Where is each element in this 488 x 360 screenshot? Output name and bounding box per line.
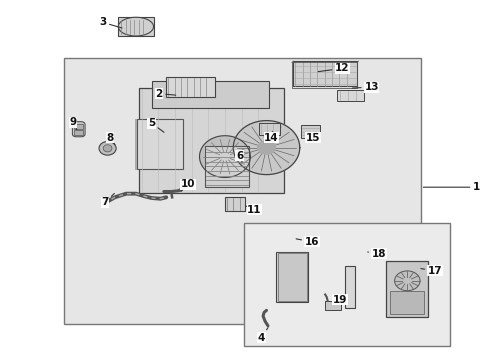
Text: 18: 18 (367, 249, 386, 259)
Polygon shape (233, 121, 299, 175)
Text: 8: 8 (106, 132, 115, 145)
Bar (291, 62, 356, 88)
Text: 16: 16 (296, 237, 319, 247)
Text: 6: 6 (236, 150, 243, 162)
Ellipse shape (103, 145, 112, 152)
Bar (337, 90, 364, 101)
Bar (118, 17, 153, 36)
Bar (224, 197, 245, 211)
Text: 12: 12 (318, 63, 349, 73)
FancyBboxPatch shape (72, 122, 85, 137)
Text: 13: 13 (352, 82, 378, 92)
Text: 15: 15 (305, 132, 320, 143)
Bar (63, 58, 420, 324)
Bar (259, 123, 279, 135)
Text: 7: 7 (101, 193, 114, 207)
Text: 19: 19 (332, 294, 346, 305)
Text: 1: 1 (423, 182, 479, 192)
Bar (277, 253, 306, 301)
Polygon shape (199, 136, 250, 177)
Bar (74, 124, 83, 129)
Text: 4: 4 (257, 328, 267, 343)
Bar (389, 291, 424, 314)
Bar (137, 119, 183, 169)
Ellipse shape (118, 17, 153, 36)
Polygon shape (257, 141, 275, 154)
Bar (74, 130, 83, 135)
Bar (325, 301, 340, 310)
Text: 9: 9 (70, 117, 77, 130)
Text: 5: 5 (148, 118, 163, 132)
Bar (293, 61, 356, 86)
Text: 3: 3 (99, 17, 122, 28)
Bar (151, 81, 268, 108)
Bar (166, 77, 215, 97)
Text: 14: 14 (264, 131, 278, 143)
Bar (300, 125, 320, 138)
Bar (244, 223, 449, 346)
Bar (344, 266, 354, 308)
Text: 17: 17 (420, 266, 442, 276)
Ellipse shape (99, 141, 116, 155)
Bar (276, 252, 307, 302)
Text: 10: 10 (181, 179, 195, 192)
Bar (135, 119, 137, 170)
Bar (139, 88, 283, 193)
Bar (205, 146, 249, 187)
Text: 2: 2 (155, 89, 175, 99)
Text: 11: 11 (245, 204, 261, 215)
Bar (386, 261, 427, 317)
Ellipse shape (394, 271, 419, 291)
